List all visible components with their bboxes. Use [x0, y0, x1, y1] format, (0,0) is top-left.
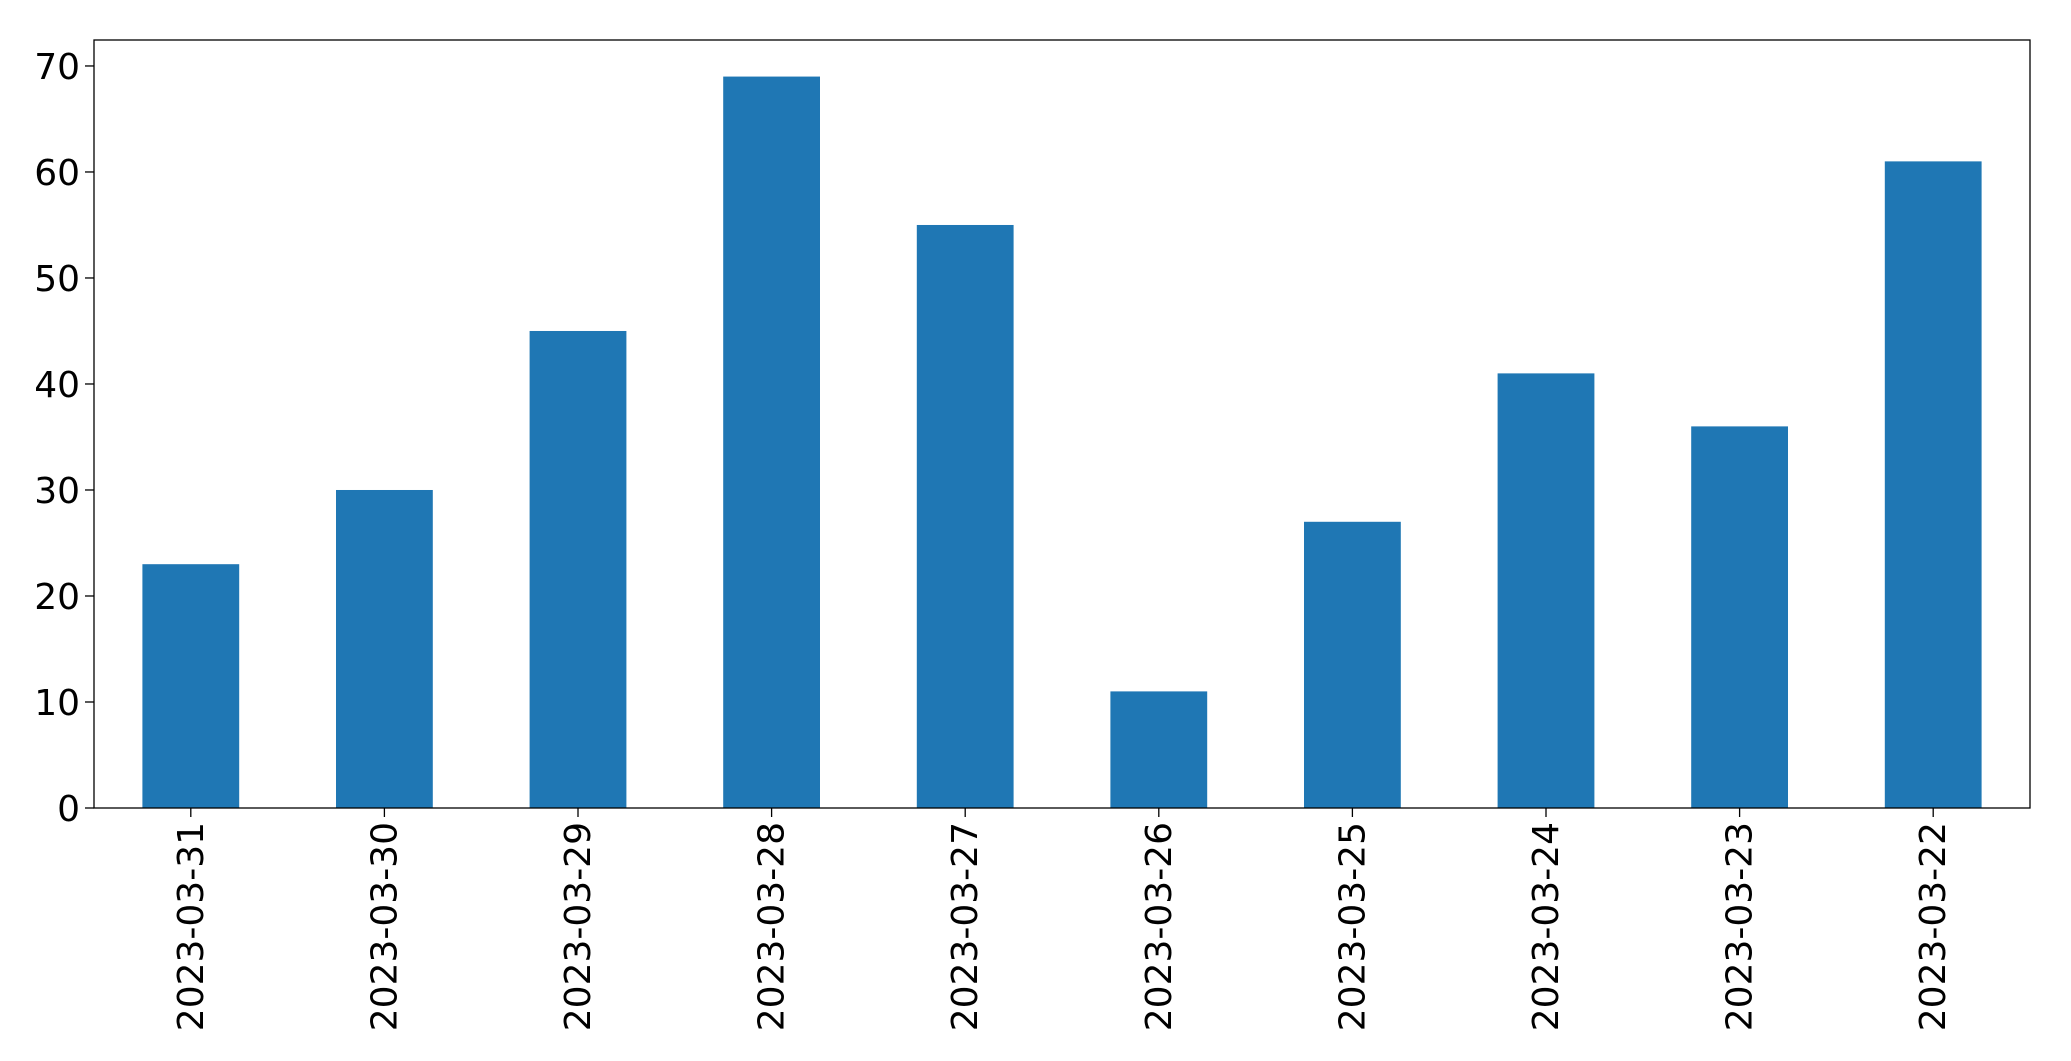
plot-frame	[93, 39, 2031, 809]
x-tick-label: 2023-03-29	[558, 822, 599, 1031]
bar	[1497, 373, 1595, 808]
x-tick-label: 2023-03-27	[945, 822, 986, 1031]
x-tick-label: 2023-03-26	[1139, 822, 1180, 1031]
y-tick-label: 70	[34, 47, 80, 88]
bar	[336, 489, 433, 808]
y-tick-label: 50	[34, 259, 80, 300]
x-tick-label: 2023-03-24	[1526, 822, 1567, 1031]
bar	[142, 564, 240, 808]
y-tick-label: 10	[34, 683, 80, 724]
bar	[1304, 521, 1401, 808]
x-tick-label: 2023-03-23	[1720, 822, 1761, 1031]
y-tick-label: 20	[34, 577, 80, 618]
y-tick-label: 30	[34, 471, 80, 512]
bar	[529, 330, 627, 808]
bar	[916, 224, 1014, 808]
bar	[1110, 691, 1208, 808]
x-tick-label: 2023-03-31	[171, 822, 212, 1031]
x-tick-label: 2023-03-28	[752, 822, 793, 1031]
y-tick-label: 0	[57, 789, 80, 830]
y-tick-label: 60	[34, 153, 80, 194]
x-tick-label: 2023-03-25	[1332, 822, 1373, 1031]
bar	[723, 76, 820, 809]
x-tick-label: 2023-03-30	[364, 822, 405, 1031]
bar	[1884, 161, 1982, 808]
bar	[1691, 426, 1788, 808]
x-tick-label: 2023-03-22	[1913, 822, 1954, 1031]
y-tick-label: 40	[34, 365, 80, 406]
